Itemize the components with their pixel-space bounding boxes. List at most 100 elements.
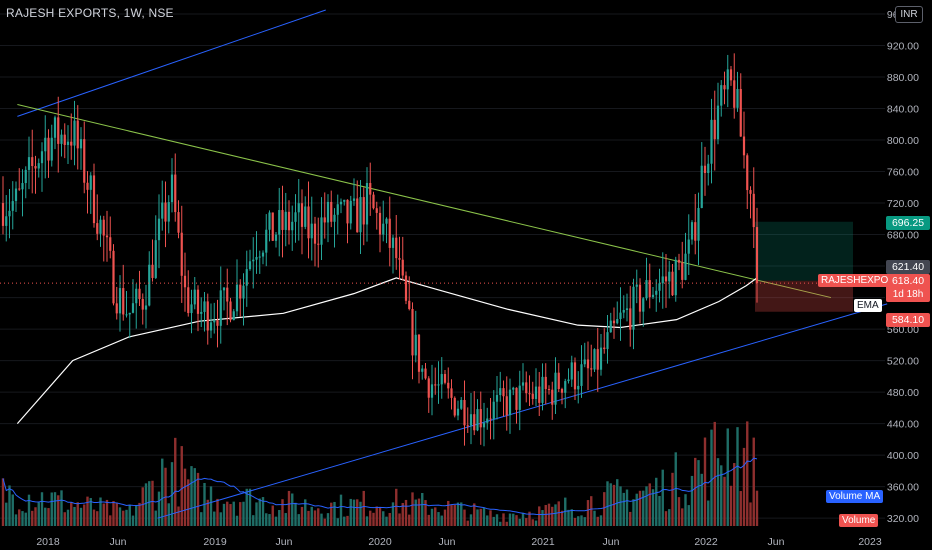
volume-bar xyxy=(456,502,460,526)
candle-body xyxy=(609,320,612,333)
candle-body xyxy=(547,389,551,391)
volume-bar xyxy=(677,497,681,526)
volume-bar xyxy=(577,516,580,526)
candle-body xyxy=(417,334,421,372)
candle-body xyxy=(391,237,395,248)
candle-body xyxy=(382,223,385,235)
candle-body xyxy=(567,379,570,382)
ema-tag[interactable]: EMA xyxy=(854,299,882,312)
candle-body xyxy=(161,202,164,219)
candle-body xyxy=(18,188,21,190)
volume-bar xyxy=(447,500,450,526)
candle-body xyxy=(239,284,242,299)
candle-body xyxy=(242,285,245,299)
trendline xyxy=(17,104,832,299)
volume-ma-tag[interactable]: Volume MA xyxy=(826,490,884,503)
x-tick-label: 2023 xyxy=(858,536,882,548)
candle-body xyxy=(362,197,365,225)
volume-bar xyxy=(612,484,616,526)
candle-body xyxy=(122,288,125,315)
volume-bar xyxy=(694,457,697,526)
last-price-label: 618.40 1d 18h xyxy=(886,274,930,302)
candle-body xyxy=(515,387,518,410)
volume-bar xyxy=(635,493,638,526)
volume-bar xyxy=(232,501,235,526)
candle-body xyxy=(300,203,304,227)
candle-body xyxy=(473,414,476,431)
candle-body xyxy=(294,212,297,222)
volume-bar xyxy=(313,510,317,526)
volume-bar xyxy=(489,510,492,526)
x-tick-label: 2019 xyxy=(203,536,227,548)
volume-bar xyxy=(713,421,716,526)
volume-bar xyxy=(281,499,284,526)
volume-bar xyxy=(378,507,382,526)
candle-body xyxy=(92,175,96,224)
volume-bar xyxy=(570,509,573,526)
volume-bar xyxy=(161,458,164,526)
volume-bar xyxy=(703,437,707,526)
x-tick-label: Jun xyxy=(603,536,620,548)
candle-body xyxy=(193,289,196,305)
volume-bar xyxy=(495,514,499,526)
volume-bar xyxy=(365,516,369,526)
candle-body xyxy=(401,259,404,276)
volume-bar xyxy=(411,492,414,526)
volume-bar xyxy=(157,491,161,526)
candle-body xyxy=(336,204,339,215)
volume-bar xyxy=(593,510,596,526)
volume-bar xyxy=(619,486,622,526)
volume-bar xyxy=(505,521,508,526)
volume-bar xyxy=(102,503,105,526)
candle-body xyxy=(112,250,115,304)
volume-bar xyxy=(73,506,76,526)
candle-body xyxy=(742,136,746,156)
volume-bar xyxy=(648,483,651,526)
volume-bar xyxy=(739,491,742,526)
candle-body xyxy=(265,229,268,253)
candle-body xyxy=(492,401,495,420)
volume-bar xyxy=(528,511,531,526)
volume-bar xyxy=(369,510,372,526)
candle-body xyxy=(681,262,684,280)
volume-bar xyxy=(151,480,154,526)
candle-body xyxy=(642,298,645,312)
volume-bar xyxy=(1,478,5,526)
candle-body xyxy=(274,234,278,241)
y-tick-label: 320.00 xyxy=(887,513,919,525)
x-tick-label: 2021 xyxy=(531,536,555,548)
candle-body xyxy=(583,359,586,365)
candle-body xyxy=(430,384,434,398)
volume-bar xyxy=(66,509,70,526)
volume-bar xyxy=(268,514,271,526)
candle-body xyxy=(544,376,547,390)
volume-bar xyxy=(531,519,534,526)
candle-body xyxy=(726,69,729,90)
volume-bar xyxy=(479,508,482,526)
candle-body xyxy=(372,194,375,209)
volume-bar xyxy=(440,515,443,526)
symbol-tag[interactable]: RAJESHEXPO xyxy=(818,274,892,287)
volume-bar xyxy=(482,507,486,526)
candle-body xyxy=(310,223,313,239)
volume-tag[interactable]: Volume xyxy=(839,514,879,527)
candle-body xyxy=(343,199,346,202)
volume-bar xyxy=(362,490,365,526)
candle-body xyxy=(736,89,739,108)
y-tick-label: 880.00 xyxy=(887,72,919,84)
x-tick-label: Jun xyxy=(768,536,785,548)
candle-body xyxy=(421,368,424,372)
volume-bar xyxy=(92,509,96,526)
candle-body xyxy=(638,284,642,312)
volume-bar xyxy=(213,511,216,526)
currency-button[interactable]: INR xyxy=(895,6,923,23)
candle-body xyxy=(450,388,453,398)
volume-bar xyxy=(122,510,125,526)
candle-body xyxy=(164,202,167,222)
volume-bar xyxy=(209,486,213,526)
volume-bar xyxy=(729,485,733,526)
volume-bar xyxy=(40,492,44,526)
candle-body xyxy=(538,386,541,403)
position-box xyxy=(755,221,853,312)
